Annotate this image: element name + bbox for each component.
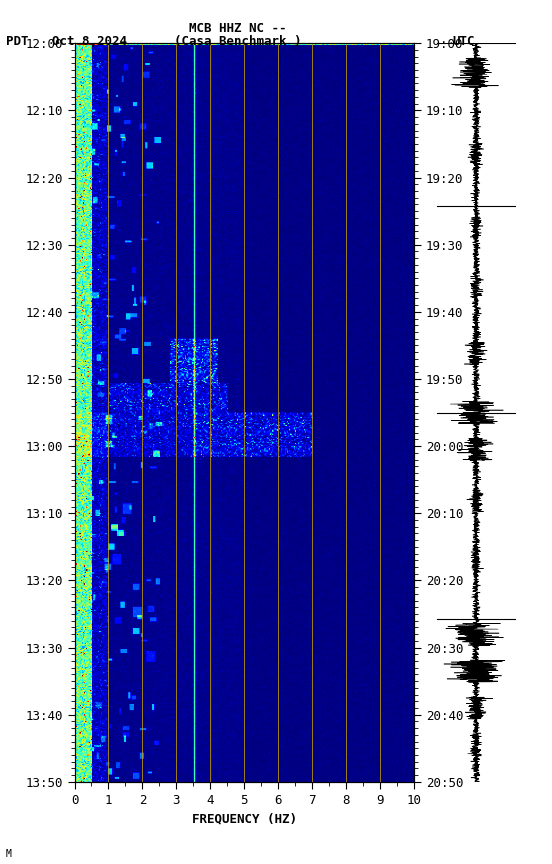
Text: UTC: UTC <box>453 35 475 48</box>
Text: (Casa Benchmark ): (Casa Benchmark ) <box>174 35 301 48</box>
Text: MCB HHZ NC --: MCB HHZ NC -- <box>189 22 286 35</box>
Text: M: M <box>6 849 12 859</box>
X-axis label: FREQUENCY (HZ): FREQUENCY (HZ) <box>192 812 297 825</box>
Text: Oct 8,2024: Oct 8,2024 <box>52 35 128 48</box>
Text: PDT: PDT <box>6 35 28 48</box>
